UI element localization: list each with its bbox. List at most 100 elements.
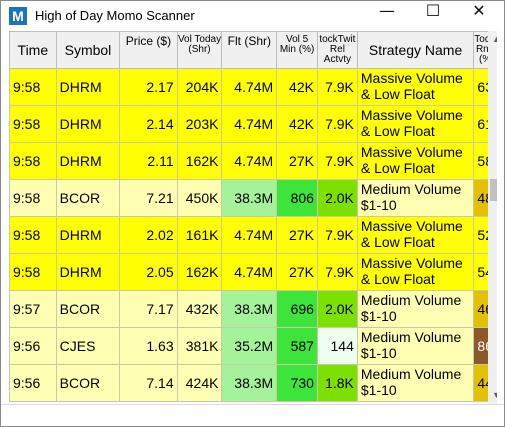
- cell-symbol[interactable]: DHRM: [55, 216, 121, 254]
- cell-time[interactable]: 9:58: [9, 105, 57, 143]
- cell-symbol[interactable]: BCOR: [55, 364, 121, 402]
- cell-time[interactable]: 9:56: [9, 364, 57, 402]
- cell-strategy[interactable]: Medium Volume $1-10: [356, 179, 475, 217]
- cell-vol-today[interactable]: 204K: [176, 68, 223, 106]
- window-title: High of Day Momo Scanner: [35, 8, 195, 23]
- cell-vol5[interactable]: 42K: [276, 105, 318, 143]
- table-row[interactable]: 9:57 BCOR 7.17 432K 38.3M 696 2.0K Medium Volum…: [9, 290, 497, 328]
- cell-vol-today[interactable]: 450K: [176, 179, 223, 217]
- cell-time[interactable]: 9:58: [9, 179, 57, 217]
- cell-flt[interactable]: 38.3M: [221, 179, 278, 217]
- cell-flt[interactable]: 4.74M: [221, 253, 278, 291]
- cell-time[interactable]: 9:58: [9, 216, 57, 254]
- cell-vol-today[interactable]: 162K: [176, 142, 223, 180]
- maximize-button[interactable]: ☐: [425, 1, 441, 20]
- cell-strategy[interactable]: Medium Volume $1-10: [356, 290, 475, 328]
- cell-flt[interactable]: 38.3M: [221, 364, 278, 402]
- cell-flt[interactable]: 4.74M: [221, 142, 278, 180]
- cell-price[interactable]: 2.05: [119, 253, 178, 291]
- table-row[interactable]: 9:58 DHRM 2.02 161K 4.74M 27K 7.9K Massive Volu…: [9, 216, 497, 254]
- cell-vol-today[interactable]: 432K: [176, 290, 223, 328]
- cell-flt[interactable]: 4.74M: [221, 105, 278, 143]
- cell-price[interactable]: 2.17: [119, 68, 178, 106]
- cell-time[interactable]: 9:58: [9, 253, 57, 291]
- cell-vol5[interactable]: 696: [276, 290, 318, 328]
- cell-strategy[interactable]: Massive Volume & Low Float: [356, 142, 475, 180]
- cell-vol5[interactable]: 27K: [276, 216, 318, 254]
- cell-vol5[interactable]: 27K: [276, 253, 318, 291]
- cell-stocktwits[interactable]: 7.9K: [316, 68, 358, 106]
- cell-price[interactable]: 7.17: [119, 290, 178, 328]
- scrollbar-thumb[interactable]: [490, 179, 497, 201]
- minimize-button[interactable]: —: [379, 1, 395, 20]
- cell-symbol[interactable]: DHRM: [55, 253, 121, 291]
- vertical-scrollbar[interactable]: ▲ ▼: [488, 31, 497, 404]
- cell-vol5[interactable]: 27K: [276, 142, 318, 180]
- cell-strategy[interactable]: Massive Volume & Low Float: [356, 68, 475, 106]
- cell-symbol[interactable]: DHRM: [55, 105, 121, 143]
- column-header-vol-today[interactable]: Vol Today (Shr): [176, 31, 223, 69]
- cell-vol5[interactable]: 730: [276, 364, 318, 402]
- cell-price[interactable]: 2.11: [119, 142, 178, 180]
- table-row[interactable]: 9:58 DHRM 2.14 203K 4.74M 42K 7.9K Massive Volu…: [9, 105, 497, 143]
- cell-stocktwits[interactable]: 7.9K: [316, 105, 358, 143]
- table-row[interactable]: 9:58 DHRM 2.17 204K 4.74M 42K 7.9K Massive Volu…: [9, 68, 497, 106]
- cell-time[interactable]: 9:57: [9, 290, 57, 328]
- table-row[interactable]: 9:58 DHRM 2.11 162K 4.74M 27K 7.9K Massive Volu…: [9, 142, 497, 180]
- cell-price[interactable]: 2.14: [119, 105, 178, 143]
- column-header-symbol[interactable]: Symbol: [55, 31, 121, 69]
- column-header-time[interactable]: Time: [9, 31, 57, 69]
- cell-strategy[interactable]: Medium Volume $1-10: [356, 327, 475, 365]
- scanner-grid[interactable]: Time Symbol Price ($) Vol Today (Shr) Fl…: [9, 31, 497, 404]
- cell-price[interactable]: 7.21: [119, 179, 178, 217]
- cell-vol-today[interactable]: 424K: [176, 364, 223, 402]
- cell-symbol[interactable]: BCOR: [55, 179, 121, 217]
- cell-time[interactable]: 9:58: [9, 68, 57, 106]
- cell-vol5[interactable]: 806: [276, 179, 318, 217]
- cell-time[interactable]: 9:56: [9, 327, 57, 365]
- cell-vol-today[interactable]: 161K: [176, 216, 223, 254]
- table-row[interactable]: 9:56 CJES 1.63 381K 35.2M 587 144 Medium Volume…: [9, 327, 497, 365]
- table-row[interactable]: 9:58 BCOR 7.21 450K 38.3M 806 2.0K Medium Volum…: [9, 179, 497, 217]
- cell-flt[interactable]: 4.74M: [221, 216, 278, 254]
- cell-stocktwits[interactable]: 7.9K: [316, 142, 358, 180]
- cell-flt[interactable]: 4.74M: [221, 68, 278, 106]
- cell-flt[interactable]: 35.2M: [221, 327, 278, 365]
- cell-vol-today[interactable]: 162K: [176, 253, 223, 291]
- cell-stocktwits[interactable]: 2.0K: [316, 179, 358, 217]
- title-bar[interactable]: M High of Day Momo Scanner — ☐ ✕: [1, 1, 504, 31]
- table-row[interactable]: 9:56 BCOR 7.14 424K 38.3M 730 1.8K Medium Volum…: [9, 364, 497, 402]
- cell-price[interactable]: 2.02: [119, 216, 178, 254]
- cell-vol5[interactable]: 587: [276, 327, 318, 365]
- column-header-float[interactable]: Flt (Shr): [221, 31, 278, 69]
- cell-stocktwits[interactable]: 2.0K: [316, 290, 358, 328]
- cell-symbol[interactable]: CJES: [55, 327, 121, 365]
- cell-stocktwits[interactable]: 7.9K: [316, 253, 358, 291]
- cell-vol-today[interactable]: 203K: [176, 105, 223, 143]
- cell-vol-today[interactable]: 381K: [176, 327, 223, 365]
- cell-strategy[interactable]: Massive Volume & Low Float: [356, 105, 475, 143]
- cell-strategy[interactable]: Massive Volume & Low Float: [356, 216, 475, 254]
- cell-stocktwits[interactable]: 7.9K: [316, 216, 358, 254]
- cell-strategy[interactable]: Medium Volume $1-10: [356, 364, 475, 402]
- table-row[interactable]: 9:58 DHRM 2.05 162K 4.74M 27K 7.9K Massive Volu…: [9, 253, 497, 291]
- close-button[interactable]: ✕: [472, 1, 486, 20]
- cell-symbol[interactable]: BCOR: [55, 290, 121, 328]
- cell-time[interactable]: 9:58: [9, 142, 57, 180]
- column-header-stocktwits[interactable]: tockTwit Rel Actvty: [316, 31, 358, 69]
- scroll-down-icon[interactable]: ▼: [492, 390, 497, 400]
- column-header-vol-5-min[interactable]: Vol 5 Min (%): [276, 31, 318, 69]
- scroll-up-icon[interactable]: ▲: [492, 34, 497, 44]
- cell-flt[interactable]: 38.3M: [221, 290, 278, 328]
- cell-symbol[interactable]: DHRM: [55, 142, 121, 180]
- cell-price[interactable]: 1.63: [119, 327, 178, 365]
- cell-stocktwits[interactable]: 144: [316, 327, 358, 365]
- cell-price[interactable]: 7.14: [119, 364, 178, 402]
- column-header-strategy-name[interactable]: Strategy Name: [356, 31, 475, 69]
- cell-symbol[interactable]: DHRM: [55, 68, 121, 106]
- cell-stocktwits[interactable]: 1.8K: [316, 364, 358, 402]
- column-header-price[interactable]: Price ($): [119, 31, 178, 69]
- cell-vol5[interactable]: 42K: [276, 68, 318, 106]
- cell-strategy[interactable]: Massive Volume & Low Float: [356, 253, 475, 291]
